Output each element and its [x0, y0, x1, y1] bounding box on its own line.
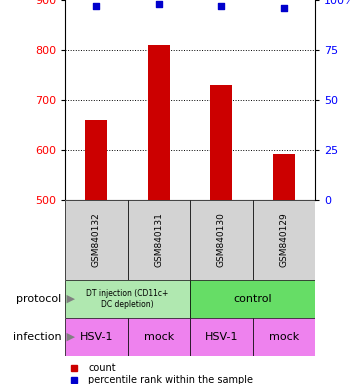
Text: mock: mock [144, 332, 174, 342]
Bar [127, 318, 190, 356]
Text: control: control [233, 294, 272, 304]
Bar [252, 200, 315, 280]
Text: GSM840130: GSM840130 [217, 213, 226, 267]
Text: ▶: ▶ [63, 332, 75, 342]
Text: GSM840129: GSM840129 [279, 213, 288, 267]
Bar [148, 45, 170, 200]
Bar [65, 318, 127, 356]
Point [156, 1, 162, 7]
Text: GSM840132: GSM840132 [92, 213, 101, 267]
Bar [273, 154, 295, 200]
Bar [190, 280, 315, 318]
Text: DT injection (CD11c+
DC depletion): DT injection (CD11c+ DC depletion) [86, 289, 169, 309]
Bar [127, 200, 190, 280]
Point [93, 3, 99, 9]
Text: ▶: ▶ [63, 294, 75, 304]
Text: GSM840131: GSM840131 [154, 213, 163, 267]
Bar [190, 200, 252, 280]
Bar [85, 120, 107, 200]
Text: infection: infection [13, 332, 62, 342]
Point [218, 3, 224, 9]
Legend: count, percentile rank within the sample: count, percentile rank within the sample [61, 359, 257, 384]
Text: protocol: protocol [16, 294, 62, 304]
Bar [190, 318, 252, 356]
Point [281, 5, 287, 11]
Text: HSV-1: HSV-1 [204, 332, 238, 342]
Text: mock: mock [269, 332, 299, 342]
Bar [252, 318, 315, 356]
Text: HSV-1: HSV-1 [79, 332, 113, 342]
Bar [210, 85, 232, 200]
Bar [65, 280, 190, 318]
Bar [65, 200, 127, 280]
